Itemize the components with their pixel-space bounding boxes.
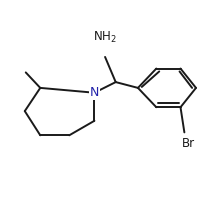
- Text: NH$_2$: NH$_2$: [93, 30, 117, 45]
- Text: Br: Br: [182, 138, 195, 150]
- Text: N: N: [90, 86, 99, 99]
